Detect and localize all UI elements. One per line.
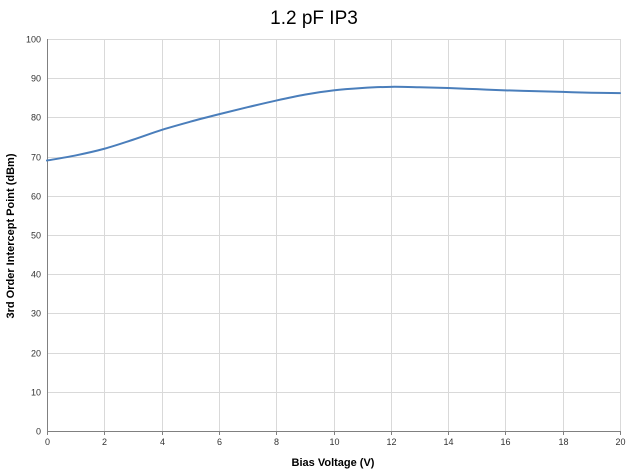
x-axis-label: Bias Voltage (V) (292, 457, 375, 469)
x-tick-label: 14 (443, 437, 453, 447)
x-tick-label: 10 (329, 437, 339, 447)
x-tick-label: 8 (274, 437, 279, 447)
ip3-series-line (46, 85, 621, 162)
chart-title: 1.2 pF IP3 (270, 8, 358, 29)
y-tick-label: 100 (26, 35, 41, 45)
y-axis-label: 3rd Order Intercept Point (dBm) (5, 153, 17, 318)
y-tick-label: 50 (31, 231, 41, 241)
x-tick-label: 12 (386, 437, 396, 447)
y-tick-label: 90 (31, 74, 41, 84)
grid-layer (47, 39, 621, 431)
x-tick-label: 4 (160, 437, 165, 447)
x-tick-label: 2 (102, 437, 107, 447)
y-tick-label: 60 (31, 192, 41, 202)
y-tick-label: 10 (31, 388, 41, 398)
x-tick-label: 6 (217, 437, 222, 447)
tick-layer: 0 10 20 30 40 50 60 70 80 90 100 0 2 4 6 8 10 12 14 16 18 20 (26, 35, 626, 448)
y-tick-label: 40 (31, 270, 41, 280)
series-layer (46, 85, 621, 162)
x-tick-label: 16 (500, 437, 510, 447)
y-tick-label: 70 (31, 153, 41, 163)
x-tick-label: 20 (615, 437, 625, 447)
y-tick-label: 30 (31, 309, 41, 319)
x-tick-label: 18 (558, 437, 568, 447)
y-tick-label: 20 (31, 349, 41, 359)
y-tick-label: 0 (36, 427, 41, 437)
x-tick-label: 0 (45, 437, 50, 447)
y-tick-label: 80 (31, 113, 41, 123)
axis-layer (47, 39, 621, 435)
